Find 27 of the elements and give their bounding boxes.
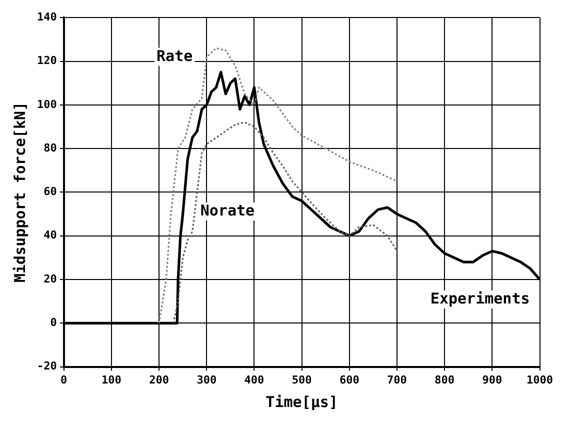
x-tick-label: 100	[102, 373, 122, 386]
x-tick-label: 300	[196, 373, 217, 386]
x-tick-label: 700	[387, 373, 407, 386]
series-label: Experiments	[430, 289, 530, 308]
x-tick-label: 500	[292, 373, 312, 386]
y-axis-title: Midsupport force[kN]	[10, 102, 29, 283]
y-tick-label: 120	[36, 54, 57, 68]
x-tick-label: 600	[339, 373, 360, 386]
line-series	[172, 122, 398, 324]
x-tick-label: 400	[244, 373, 264, 386]
x-tick-label: 800	[434, 373, 455, 386]
x-tick-label: 900	[482, 373, 502, 386]
y-tick-label: -20	[36, 360, 57, 373]
y-tick-label: 40	[44, 228, 57, 242]
x-axis-title: Time[μs]	[266, 392, 338, 411]
y-tick-label: 140	[36, 10, 57, 24]
series-label: Norate	[200, 201, 255, 220]
y-tick-label: 80	[44, 141, 57, 154]
y-tick-label: 60	[44, 185, 57, 198]
x-tick-label: 200	[149, 373, 169, 386]
y-tick-label: 20	[44, 272, 57, 286]
x-tick-label: 1000	[526, 373, 554, 386]
x-tick-label: 0	[60, 373, 68, 386]
series-label: Rate	[156, 46, 193, 65]
line-series	[158, 47, 398, 324]
y-tick-label: 0	[50, 316, 57, 330]
y-tick-label: 100	[36, 98, 57, 111]
